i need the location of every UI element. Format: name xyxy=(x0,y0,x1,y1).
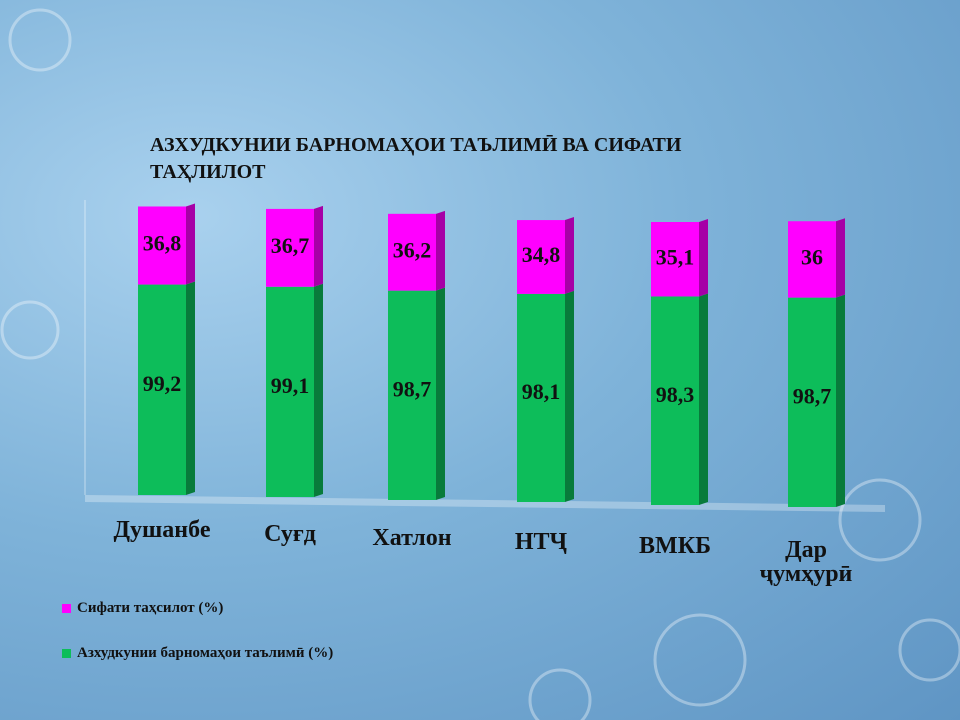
bar-side xyxy=(436,210,445,291)
chart-title: АЗХУДКУНИИ БАРНОМАҲОИ ТАЪЛИМӢ ВА СИФАТИ … xyxy=(150,134,682,183)
bar xyxy=(788,297,836,507)
bar xyxy=(788,221,836,298)
legend-label: Азхудкунии барномаҳои таълимӣ (%) xyxy=(77,645,334,661)
bar-side xyxy=(836,218,845,298)
bar xyxy=(138,206,186,285)
bar xyxy=(388,290,436,500)
value-label: 98,3 xyxy=(656,382,695,407)
bar xyxy=(517,220,565,294)
legend-entry: Азхудкунии барномаҳои таълимӣ (%) xyxy=(62,645,333,662)
bar-side xyxy=(565,290,574,502)
bar xyxy=(651,296,699,505)
x-tick-label: Хатлон xyxy=(372,525,452,551)
x-tick-label: Суғд xyxy=(264,521,316,547)
value-label: 98,1 xyxy=(522,379,561,404)
legend-entry: Сифати таҳсилот (%) xyxy=(62,600,223,617)
bar-side xyxy=(699,293,708,505)
bar-side xyxy=(436,287,445,500)
value-label: 34,8 xyxy=(522,242,561,267)
bar xyxy=(651,222,699,297)
legend-label: Сифати таҳсилот (%) xyxy=(77,600,224,616)
legend-swatch xyxy=(62,649,71,658)
value-label: 36,7 xyxy=(271,233,310,258)
x-tick-label: Душанбе xyxy=(113,517,211,543)
value-label: 36,8 xyxy=(143,231,182,256)
x-tick-label: НТҶ xyxy=(514,529,568,555)
value-label: 98,7 xyxy=(793,383,832,408)
bar xyxy=(266,208,314,287)
value-label: 98,7 xyxy=(393,376,432,401)
x-tick-label: ВМКБ xyxy=(639,533,711,559)
x-tick-label: Дар ҷумҳурӣ xyxy=(759,537,853,587)
bar-side xyxy=(314,205,323,287)
legend-swatch xyxy=(62,604,71,613)
value-label: 99,1 xyxy=(271,373,310,398)
value-label: 36 xyxy=(801,244,823,269)
value-label: 99,2 xyxy=(143,371,182,396)
bar-side xyxy=(699,219,708,297)
bar-side xyxy=(836,294,845,507)
bar-side xyxy=(186,281,195,495)
bar xyxy=(138,284,186,495)
value-label: 35,1 xyxy=(656,244,695,269)
value-label: 36,2 xyxy=(393,237,432,262)
bar-side xyxy=(186,203,195,285)
bar xyxy=(517,293,565,502)
bar-side xyxy=(314,283,323,497)
bar xyxy=(388,213,436,291)
bar-side xyxy=(565,217,574,294)
bar xyxy=(266,286,314,497)
decoration xyxy=(0,8,960,720)
floor xyxy=(85,495,885,512)
